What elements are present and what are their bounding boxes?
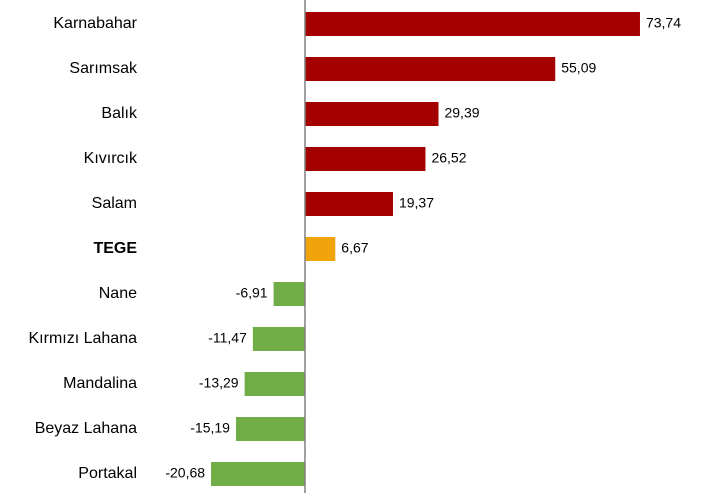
bar: [304, 57, 556, 81]
category-label: TEGE: [93, 240, 137, 257]
data-label: -11,47: [208, 330, 247, 346]
category-label: Kırmızı Lahana: [29, 330, 138, 347]
category-label: Nane: [99, 285, 137, 302]
bar: [252, 327, 305, 351]
data-label: -20,68: [165, 465, 205, 481]
category-label: Beyaz Lahana: [35, 420, 137, 437]
bar: [304, 12, 640, 36]
category-label: Sarımsak: [69, 60, 138, 77]
bar: [273, 282, 305, 306]
data-label: 19,37: [399, 195, 434, 211]
category-label: Portakal: [78, 465, 137, 482]
data-label: -13,29: [199, 375, 239, 391]
category-label: Salam: [92, 195, 137, 212]
bar: [304, 102, 439, 126]
data-label: -15,19: [190, 420, 230, 436]
bar: [304, 192, 393, 216]
data-label: -6,91: [236, 285, 268, 301]
bar: [235, 417, 305, 441]
bar: [211, 462, 305, 486]
bar: [304, 147, 426, 171]
category-label: Karnabahar: [53, 15, 137, 32]
data-label: 73,74: [646, 15, 681, 31]
bar: [304, 237, 336, 261]
data-label: 55,09: [561, 60, 596, 76]
data-label: 6,67: [341, 240, 368, 256]
bar: [244, 372, 305, 396]
data-label: 29,39: [444, 105, 479, 121]
category-label: Mandalina: [63, 375, 137, 392]
category-label: Kıvırcık: [84, 150, 138, 167]
category-label: Balık: [101, 105, 138, 122]
data-label: 26,52: [431, 150, 466, 166]
